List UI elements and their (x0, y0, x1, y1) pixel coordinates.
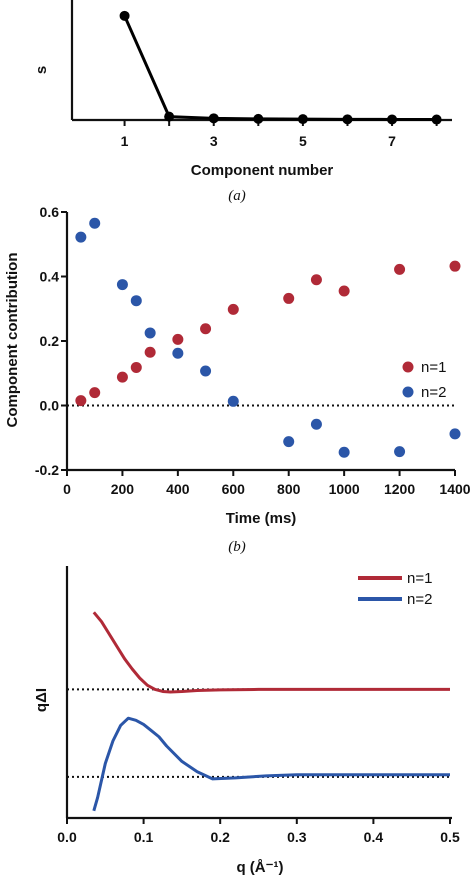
point-b-series-1 (89, 387, 101, 399)
x-tick-label-a: 7 (388, 133, 396, 149)
chart-b: -0.2 0.0 0.2 0.4 0.6 0 200 400 600 800 1000 1200 140… (4, 204, 471, 555)
point-a (387, 114, 398, 125)
point-b-series-2 (227, 395, 239, 407)
point-b-series-2 (116, 279, 128, 291)
point-a (208, 113, 219, 124)
point-b-series-1 (130, 361, 142, 373)
point-b-series-1 (449, 260, 461, 272)
point-b-series-2 (75, 231, 87, 243)
y-tick-label-b: 0.4 (40, 269, 60, 285)
x-tick-label-b: 1200 (384, 481, 415, 497)
x-tick-label-c: 0.0 (57, 829, 77, 845)
point-b-series-2 (338, 446, 350, 458)
chart-a: 1 3 5 7 Component number s (a) (33, 0, 452, 204)
point-b-series-2 (283, 436, 295, 448)
point-a (342, 114, 353, 125)
panel-label-b: (b) (228, 539, 246, 555)
y-tick-label-b: 0.0 (40, 398, 60, 414)
point-b-series-1 (172, 333, 184, 345)
y-axis-title-b: Component contribution (4, 253, 21, 428)
panel-label-a: (a) (228, 188, 246, 204)
legend-label-c-2: n=2 (407, 591, 432, 608)
point-b-series-2 (449, 428, 461, 440)
point-b-series-1 (310, 274, 322, 286)
y-tick-label-b: 0.2 (40, 333, 60, 349)
x-tick-label-c: 0.3 (287, 829, 307, 845)
point-b-series-1 (116, 371, 128, 383)
x-axis-title-a: Component number (191, 162, 334, 179)
point-b-series-2 (394, 446, 406, 458)
point-b-series-1 (338, 285, 350, 297)
point-a (253, 113, 264, 124)
point-b-series-2 (172, 347, 184, 359)
y-axis-title-c: qΔI (33, 688, 50, 712)
y-axis-title-a: s (33, 66, 50, 74)
chart-c: 0.0 0.1 0.2 0.3 0.4 0.5 q (Å⁻¹) qΔI n=1 n=2 (33, 566, 460, 876)
point-b-series-1 (394, 263, 406, 275)
line-c-series-1 (92, 611, 450, 694)
x-tick-label-c: 0.4 (364, 829, 384, 845)
point-b-series-2 (310, 418, 322, 430)
x-axis-title-b: Time (ms) (226, 510, 297, 527)
x-tick-label-c: 0.2 (210, 829, 230, 845)
x-tick-label-b: 1000 (329, 481, 360, 497)
x-tick-label-b: 400 (166, 481, 190, 497)
legend-label-c-1: n=1 (407, 570, 432, 587)
legend-marker-b-1 (402, 361, 414, 373)
x-tick-label-b: 0 (63, 481, 71, 497)
point-b-series-1 (227, 303, 239, 315)
x-tick-label-a: 3 (210, 133, 218, 149)
legend-label-b-2: n=2 (421, 384, 446, 401)
x-tick-label-c: 0.5 (440, 829, 460, 845)
x-tick-label-b: 200 (111, 481, 135, 497)
y-tick-label-b: 0.6 (40, 204, 60, 220)
point-b-series-2 (89, 217, 101, 229)
point-b-series-1 (200, 323, 212, 335)
point-a (119, 10, 130, 21)
point-a (431, 114, 442, 125)
line-a (123, 15, 437, 122)
point-b-series-2 (200, 365, 212, 377)
x-tick-label-b: 800 (277, 481, 301, 497)
x-tick-label-b: 1400 (439, 481, 470, 497)
y-tick-label-b: -0.2 (35, 462, 59, 478)
point-b-series-2 (130, 295, 142, 307)
point-b-series-1 (144, 346, 156, 358)
x-tick-label-a: 1 (121, 133, 129, 149)
x-tick-label-c: 0.1 (134, 829, 154, 845)
point-b-series-1 (283, 292, 295, 304)
x-axis-title-c: q (Å⁻¹) (236, 859, 283, 876)
legend-label-b-1: n=1 (421, 359, 446, 376)
x-tick-label-b: 600 (222, 481, 246, 497)
line-c-series-2 (92, 716, 450, 812)
point-a (297, 114, 308, 125)
point-b-series-1 (75, 395, 87, 407)
point-a (164, 111, 175, 122)
x-tick-label-a: 5 (299, 133, 307, 149)
legend-marker-b-2 (402, 386, 414, 398)
point-b-series-2 (144, 327, 156, 339)
